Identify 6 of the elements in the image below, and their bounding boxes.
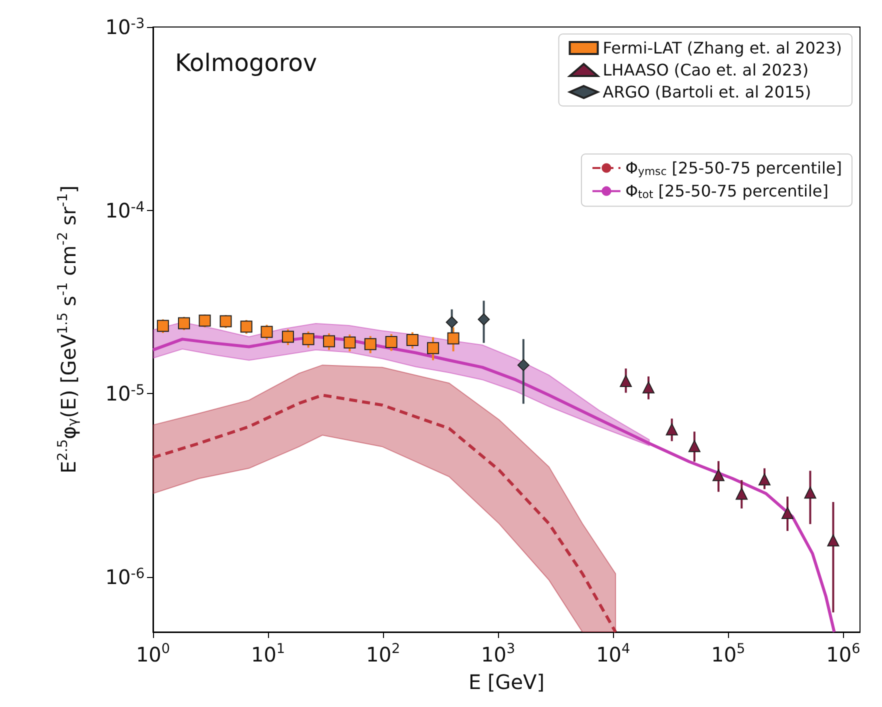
legend-label: LHAASO (Cao et. al 2023): [602, 60, 809, 80]
legend-label: Fermi-LAT (Zhang et. al 2023): [602, 38, 842, 58]
x-axis-title: E [GeV]: [468, 670, 545, 694]
text: Kolmogorov: [175, 49, 318, 77]
legend-label: ARGO (Bartoli et. al 2015): [602, 82, 812, 102]
text: E2.5φγ(E) [GeV1.5 s-1 cm-2 sr-1]: [55, 185, 81, 474]
